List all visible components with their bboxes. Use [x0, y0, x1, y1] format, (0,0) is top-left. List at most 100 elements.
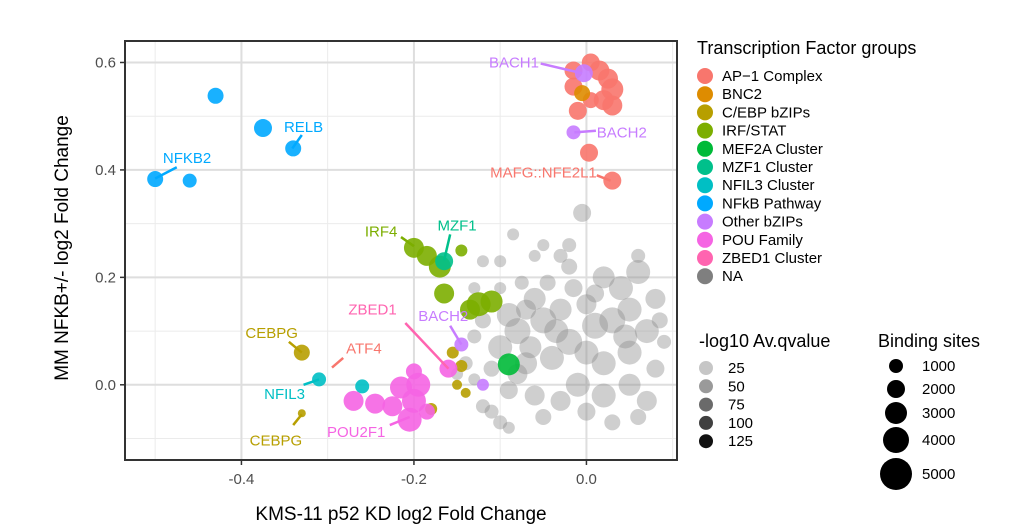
- point-label: MZF1: [437, 217, 476, 234]
- na-point: [591, 383, 616, 408]
- na-point: [651, 312, 668, 329]
- legend-size-title: Binding sites: [878, 331, 980, 351]
- na-point: [539, 274, 556, 291]
- legend-size-swatch: [887, 380, 905, 398]
- y-axis-label: MM NFKB+/- log2 Fold Change: [52, 115, 73, 381]
- legend-group-swatch: [697, 140, 713, 157]
- na-point: [528, 249, 541, 262]
- legend-qvalue-swatch: [699, 397, 713, 412]
- na-point: [577, 402, 596, 421]
- data-point: [434, 283, 455, 304]
- legend-size-swatch: [883, 427, 909, 453]
- na-point: [646, 359, 665, 378]
- legend-size: Binding sites 1000 2000 3000 4000 5000: [878, 331, 980, 490]
- legend-group-swatch: [697, 250, 713, 266]
- legend-group-label: BNC2: [722, 86, 762, 103]
- na-point: [475, 399, 490, 414]
- label-leader-line: [291, 134, 303, 150]
- na-point: [550, 390, 571, 411]
- legend-size-swatch: [880, 458, 912, 490]
- data-point: [476, 378, 489, 391]
- x-axis-label: KMS-11 p52 KD log2 Fold Change: [255, 504, 546, 525]
- legend-group-label: NA: [722, 268, 743, 285]
- legend-size-label: 1000: [922, 358, 955, 375]
- na-point: [574, 340, 599, 365]
- na-point: [494, 255, 507, 268]
- legend-group-swatch: [697, 231, 713, 248]
- y-tick-label: 0.6: [95, 54, 116, 71]
- legend-size-label: 5000: [922, 466, 955, 483]
- data-point: [455, 359, 468, 372]
- na-point: [657, 334, 672, 349]
- label-leader-line: [400, 236, 415, 248]
- label-leader-line: [596, 174, 612, 182]
- data-point: [207, 87, 224, 104]
- y-tick-label: 0.4: [95, 162, 116, 179]
- data-point: [418, 403, 435, 420]
- na-point: [484, 404, 499, 419]
- legend-group-swatch: [697, 104, 713, 121]
- legend-group-label: ZBED1 Cluster: [722, 250, 822, 267]
- na-point: [468, 282, 481, 295]
- data-point: [460, 387, 471, 398]
- point-label: BACH1: [489, 54, 539, 71]
- panel-border: [124, 40, 678, 461]
- label-leader-line: [389, 415, 411, 427]
- label-leader-line: [404, 322, 450, 370]
- legend-group-swatch: [697, 213, 713, 230]
- point-label: POU2F1: [327, 424, 385, 441]
- data-point: [452, 379, 463, 390]
- data-point: [574, 64, 593, 83]
- legend-qvalue-swatch: [699, 379, 713, 394]
- na-point: [515, 352, 538, 375]
- legend-qvalue-swatch: [699, 415, 713, 430]
- data-point: [343, 390, 364, 411]
- data-point: [580, 143, 599, 162]
- na-point: [617, 297, 642, 322]
- na-point: [514, 275, 529, 290]
- na-point: [617, 340, 642, 365]
- data-point: [446, 346, 459, 359]
- na-point: [502, 421, 515, 434]
- na-point: [539, 345, 564, 370]
- na-point: [591, 351, 616, 376]
- data-point: [603, 171, 622, 190]
- legend-qvalue-swatch: [699, 434, 713, 449]
- legend-group-label: POU Family: [722, 232, 803, 249]
- y-tick-label: 0.2: [95, 269, 116, 286]
- legend-qvalue-label: 75: [728, 397, 745, 414]
- na-point: [573, 203, 592, 222]
- legend-size-label: 2000: [922, 381, 955, 398]
- na-point: [553, 248, 568, 263]
- na-point: [507, 228, 520, 241]
- data-point: [365, 393, 386, 414]
- point-label: CEBPG: [245, 325, 298, 342]
- na-point: [493, 415, 508, 430]
- na-point: [474, 312, 491, 329]
- legend-group-label: NFIL3 Cluster: [722, 177, 815, 194]
- na-point: [604, 414, 621, 431]
- na-point: [636, 390, 657, 411]
- na-point: [626, 259, 651, 284]
- point-label: BACH2: [418, 308, 468, 325]
- legend-group-swatch: [697, 159, 713, 175]
- legend-qvalue-swatch: [699, 361, 713, 375]
- legend-qvalue-label: 50: [728, 378, 745, 395]
- label-leader-line: [288, 340, 303, 354]
- na-point: [631, 248, 646, 263]
- na-point: [630, 409, 647, 426]
- na-point: [613, 324, 638, 349]
- x-tick-label: 0.0: [576, 471, 597, 488]
- data-point: [602, 95, 623, 116]
- na-point: [586, 284, 605, 303]
- na-points: [451, 203, 672, 434]
- legend-group-swatch: [697, 86, 713, 103]
- na-point: [496, 302, 521, 327]
- na-point: [483, 360, 500, 377]
- data-point: [566, 125, 581, 140]
